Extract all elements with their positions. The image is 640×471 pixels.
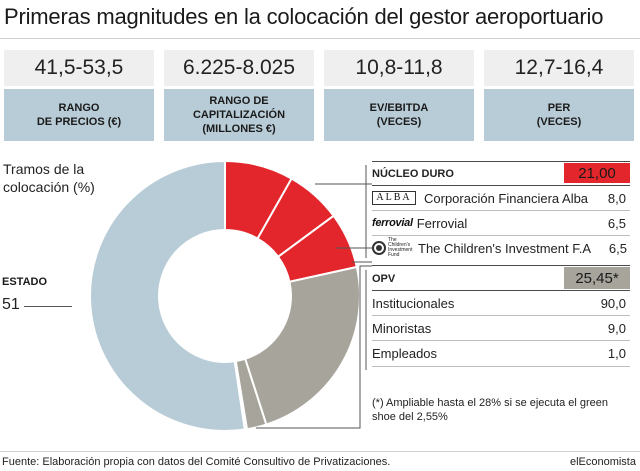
nucleo-header: NÚCLEO DURO (372, 162, 630, 186)
item-name: Institucionales (372, 295, 455, 311)
nucleo-header-rule (372, 185, 630, 186)
list-item: Minoristas 9,0 (372, 316, 630, 340)
footer-divider (0, 451, 640, 452)
stat-value-precios: 41,5-53,5 (4, 50, 154, 86)
row-divider (372, 210, 630, 211)
list-item: Empleados 1,0 (372, 341, 630, 365)
item-name: The Children's Investment F.A (418, 240, 591, 256)
donut-slice-institucionales (243, 265, 361, 426)
list-item: The Children's Investment Fund The Child… (372, 236, 630, 260)
donut-slice-estado (89, 159, 246, 432)
list-item: ALBA Corporación Financiera Alba 8,0 (372, 186, 630, 210)
nucleo-total: 21,00 (564, 163, 630, 183)
item-value: 8,0 (607, 190, 626, 206)
stat-value-capitalizacion: 6.225-8.025 (164, 50, 314, 86)
chart-subtitle: Tramos de la colocación (%) (3, 161, 95, 195)
stat-label-ev-ebitda: EV/EBITDA (VECES) (324, 89, 474, 141)
list-item: Institucionales 90,0 (372, 291, 630, 315)
stat-label-precios: RANGO DE PRECIOS (€) (4, 89, 154, 141)
item-name: Minoristas (372, 320, 432, 336)
estado-label: ESTADO (2, 276, 48, 288)
estado-leader-line (24, 306, 72, 307)
item-value: 90,0 (600, 295, 626, 311)
item-name: Corporación Financiera Alba (424, 190, 589, 206)
item-value: 1,0 (607, 345, 626, 361)
item-value: 6,5 (608, 240, 627, 256)
opv-header-rule (372, 290, 630, 291)
title-divider (0, 38, 640, 39)
alba-logo: ALBA (372, 191, 416, 205)
source-text: Fuente: Elaboración propia con datos del… (2, 456, 391, 468)
tci-logo: The Children's Investment Fund (372, 238, 412, 258)
chart-title: Primeras magnitudes en la colocación del… (4, 4, 604, 29)
list-item: ferrovial Ferrovial 6,5 (372, 211, 630, 235)
donut-slice-corporaci-n-financiera-alba (224, 159, 293, 240)
stat-value-per: 12,7-16,4 (484, 50, 634, 86)
donut-slice-ferrovial (256, 177, 336, 259)
stat-label-per: PER (VECES) (484, 89, 634, 141)
donut-slice-empleados (233, 359, 249, 431)
item-name: Empleados (372, 345, 438, 361)
row-divider (372, 366, 630, 367)
estado-value: 51 (2, 296, 20, 313)
ferrovial-logo: ferrovial (372, 217, 413, 229)
donut-slice-the-children-s-investment-f-a (276, 214, 359, 284)
item-name: Ferrovial (416, 215, 468, 231)
donut-slice-minoristas (234, 357, 268, 431)
row-divider (372, 340, 630, 341)
stat-value-ev-ebitda: 10,8-11,8 (324, 50, 474, 86)
opv-top-rule (372, 265, 630, 266)
item-value: 6,5 (607, 215, 626, 231)
brand-logo: elEconomista (569, 456, 636, 468)
item-value: 9,0 (607, 320, 626, 336)
nucleo-top-rule (372, 161, 630, 162)
leader-line-3 (256, 265, 372, 429)
stat-label-capitalizacion: RANGO DE CAPITALIZACIÓN (MILLONES €) (164, 89, 314, 141)
row-divider (372, 235, 630, 236)
opv-total: 25,45* (564, 267, 630, 289)
row-divider (372, 315, 630, 316)
opv-title: OPV (372, 273, 396, 285)
nucleo-title: NÚCLEO DURO (372, 168, 454, 180)
footnote: (*) Ampliable hasta el 28% si se ejecuta… (372, 397, 609, 423)
opv-header: OPV (372, 267, 630, 291)
